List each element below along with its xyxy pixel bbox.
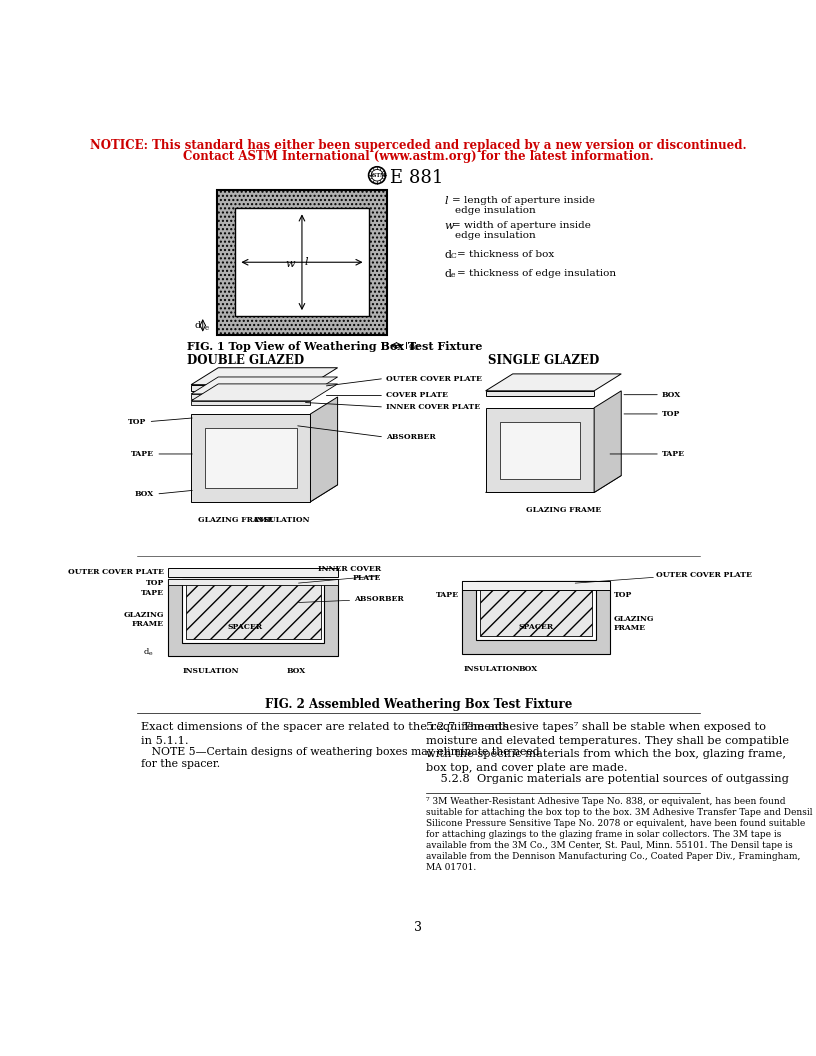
Text: C: C bbox=[414, 344, 419, 353]
Bar bbox=[480, 585, 592, 637]
Text: OUTER COVER PLATE: OUTER COVER PLATE bbox=[68, 568, 164, 576]
Text: INSULATION: INSULATION bbox=[254, 515, 310, 524]
Text: = thickness of box: = thickness of box bbox=[457, 250, 554, 259]
Text: GLAZING FRAME: GLAZING FRAME bbox=[197, 515, 273, 524]
Text: w: w bbox=[445, 221, 454, 230]
Text: = length of aperture inside: = length of aperture inside bbox=[451, 196, 595, 205]
Text: d: d bbox=[409, 342, 415, 351]
Polygon shape bbox=[191, 394, 310, 398]
Text: OUTER COVER PLATE: OUTER COVER PLATE bbox=[656, 571, 752, 579]
Text: TAPE: TAPE bbox=[141, 589, 164, 598]
Text: 3: 3 bbox=[415, 921, 422, 935]
Polygon shape bbox=[191, 384, 338, 401]
Text: DOUBLE GLAZED: DOUBLE GLAZED bbox=[187, 354, 304, 366]
Text: TAPE: TAPE bbox=[662, 450, 685, 458]
Text: FIG. 2 Assembled Weathering Box Test Fixture: FIG. 2 Assembled Weathering Box Test Fix… bbox=[264, 698, 572, 711]
Text: TOP: TOP bbox=[662, 410, 680, 418]
Polygon shape bbox=[191, 401, 310, 404]
Text: SPACER: SPACER bbox=[228, 623, 263, 631]
Bar bbox=[217, 190, 388, 335]
Text: TOP: TOP bbox=[614, 591, 632, 599]
Text: d: d bbox=[445, 269, 451, 279]
Polygon shape bbox=[486, 408, 594, 492]
Text: TAPE: TAPE bbox=[131, 450, 154, 458]
Text: INNER COVER
PLATE: INNER COVER PLATE bbox=[318, 565, 381, 582]
Text: TOP: TOP bbox=[145, 579, 164, 586]
Polygon shape bbox=[499, 421, 580, 478]
Polygon shape bbox=[486, 475, 621, 492]
Text: TAPE: TAPE bbox=[436, 591, 459, 599]
Polygon shape bbox=[191, 485, 338, 502]
Polygon shape bbox=[486, 391, 594, 396]
Bar bbox=[182, 580, 325, 643]
Polygon shape bbox=[486, 374, 621, 391]
Polygon shape bbox=[191, 384, 310, 391]
Text: C: C bbox=[450, 252, 456, 260]
Text: SPACER: SPACER bbox=[518, 623, 553, 631]
Bar bbox=[463, 581, 610, 654]
Text: e: e bbox=[450, 271, 455, 280]
Text: d: d bbox=[144, 648, 149, 656]
Text: OUTER COVER PLATE: OUTER COVER PLATE bbox=[386, 375, 481, 382]
Text: SINGLE GLAZED: SINGLE GLAZED bbox=[488, 354, 600, 366]
Text: E 881: E 881 bbox=[390, 169, 444, 187]
Text: edge insulation: edge insulation bbox=[455, 206, 535, 215]
Text: l: l bbox=[445, 196, 448, 206]
Text: ⁷ 3M Weather-Resistant Adhesive Tape No. 838, or equivalent, has been found
suit: ⁷ 3M Weather-Resistant Adhesive Tape No.… bbox=[426, 796, 813, 872]
Bar bbox=[463, 581, 610, 590]
Text: Contact ASTM International (www.astm.org) for the latest information.: Contact ASTM International (www.astm.org… bbox=[183, 150, 654, 163]
Text: = thickness of edge insulation: = thickness of edge insulation bbox=[457, 269, 616, 278]
Text: BOX: BOX bbox=[519, 665, 538, 673]
Bar bbox=[168, 579, 339, 585]
Polygon shape bbox=[594, 391, 621, 492]
Bar bbox=[217, 190, 388, 335]
Text: 5.2.7  The adhesive tapes⁷ shall be stable when exposed to
moisture and elevated: 5.2.7 The adhesive tapes⁷ shall be stabl… bbox=[426, 722, 789, 773]
Text: Exact dimensions of the spacer are related to the requirements
in 5.1.1.: Exact dimensions of the spacer are relat… bbox=[140, 722, 508, 746]
Bar bbox=[186, 583, 321, 639]
Text: COVER PLATE: COVER PLATE bbox=[386, 392, 447, 399]
Text: 5.2.8  Organic materials are potential sources of outgassing: 5.2.8 Organic materials are potential so… bbox=[426, 773, 789, 784]
Bar bbox=[168, 568, 339, 578]
Text: INSULATION: INSULATION bbox=[182, 667, 239, 675]
Polygon shape bbox=[191, 414, 310, 502]
Text: FIG. 1 Top View of Weathering Box Test Fixture: FIG. 1 Top View of Weathering Box Test F… bbox=[187, 341, 482, 352]
Polygon shape bbox=[191, 367, 338, 384]
Text: NOTE 5—Certain designs of weathering boxes may eliminate the need
for the spacer: NOTE 5—Certain designs of weathering box… bbox=[140, 747, 539, 770]
Text: w: w bbox=[286, 259, 295, 269]
Text: = width of aperture inside: = width of aperture inside bbox=[451, 221, 591, 229]
Text: ABSORBER: ABSORBER bbox=[386, 433, 436, 441]
Text: ABSORBER: ABSORBER bbox=[354, 595, 404, 603]
Text: GLAZING
FRAME: GLAZING FRAME bbox=[614, 615, 654, 631]
Text: BOX: BOX bbox=[662, 391, 681, 399]
Text: INNER COVER PLATE: INNER COVER PLATE bbox=[386, 403, 480, 411]
Text: NOTICE: This standard has either been superceded and replaced by a new version o: NOTICE: This standard has either been su… bbox=[90, 139, 747, 152]
Text: GLAZING FRAME: GLAZING FRAME bbox=[526, 506, 601, 514]
Polygon shape bbox=[310, 397, 338, 502]
Polygon shape bbox=[205, 428, 296, 488]
Bar bbox=[168, 580, 339, 657]
Text: INSULATION: INSULATION bbox=[463, 665, 520, 673]
Text: e: e bbox=[149, 650, 153, 656]
Text: TOP: TOP bbox=[128, 417, 146, 426]
Text: GLAZING
FRAME: GLAZING FRAME bbox=[123, 611, 164, 628]
Text: BOX: BOX bbox=[135, 490, 154, 498]
Text: e: e bbox=[205, 324, 209, 332]
Text: d: d bbox=[445, 250, 451, 260]
Bar bbox=[477, 581, 596, 640]
Text: l: l bbox=[305, 258, 308, 267]
Text: d: d bbox=[194, 321, 201, 329]
Polygon shape bbox=[191, 377, 338, 394]
Text: BOX: BOX bbox=[286, 667, 305, 675]
Bar bbox=[235, 208, 369, 316]
Text: edge insulation: edge insulation bbox=[455, 230, 535, 240]
Text: ASTM: ASTM bbox=[369, 173, 385, 177]
